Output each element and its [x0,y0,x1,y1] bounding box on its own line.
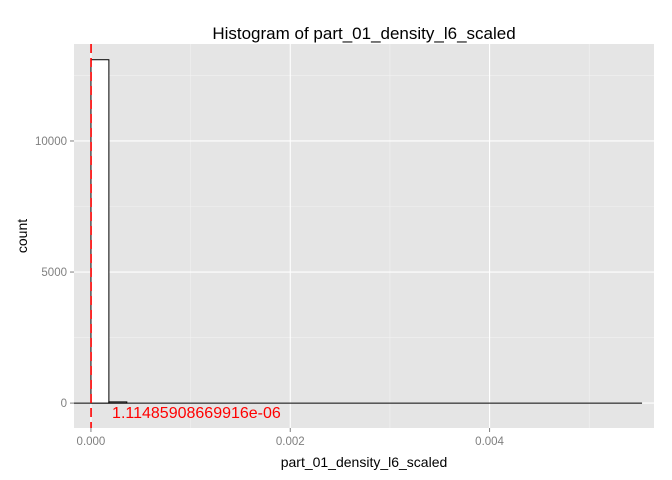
chart-title: Histogram of part_01_density_l6_scaled [212,24,515,43]
x-tick-label: 0.004 [475,436,504,448]
x-axis-ticks: 0.000 0.002 0.004 [77,428,505,448]
y-tick-label: 5000 [41,267,67,279]
y-axis-title: count [14,219,30,253]
reference-vline-label: 1.11485908669916e-06 [112,405,281,422]
reference-line: 1.11485908669916e-06 [90,44,281,428]
x-tick-label: 0.000 [77,436,106,448]
y-axis-ticks: 0 5000 10000 [35,136,74,410]
histogram-bar [108,401,128,404]
y-tick-label: 0 [61,398,67,410]
plot-panel [74,44,654,428]
y-tick-label: 10000 [35,136,67,148]
histogram-bar [90,59,110,404]
x-tick-label: 0.002 [276,436,305,448]
x-axis-title: part_01_density_l6_scaled [281,454,448,470]
